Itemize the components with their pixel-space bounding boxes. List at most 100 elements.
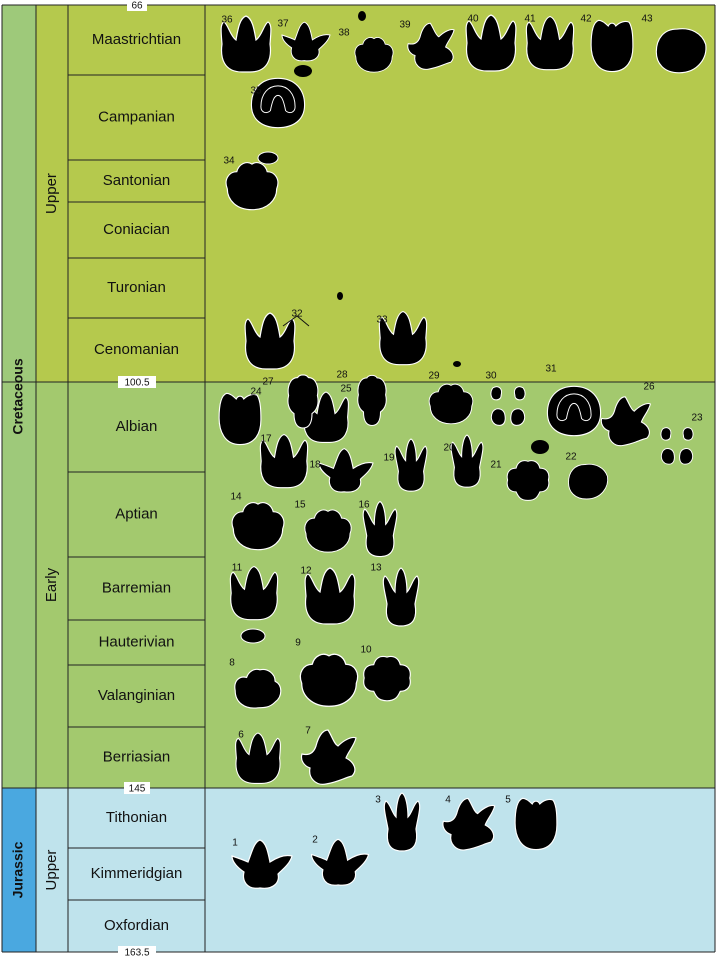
footprint-number: 26 [643, 382, 655, 393]
tridactyl-icon [235, 732, 281, 784]
track-fragment [257, 151, 279, 165]
footprint-number: 16 [358, 500, 370, 511]
period-cell-jurassic [2, 788, 36, 952]
footprint-number: 36 [221, 15, 233, 26]
footprint-outline [490, 386, 526, 426]
stage-label: Santonian [103, 172, 171, 189]
stage-label: Berriasian [103, 748, 171, 765]
footprint-number: 38 [338, 28, 350, 39]
blob-track-icon [568, 463, 609, 500]
irregular-track-icon [442, 797, 496, 851]
period-label: Jurassic [10, 841, 26, 898]
footprint-number: 14 [230, 492, 242, 503]
irregular-track-icon [600, 396, 652, 447]
stage-label: Coniacian [103, 221, 170, 238]
footprint-outline [394, 438, 428, 492]
irregular-track-icon [300, 729, 357, 785]
footprint-outline [229, 565, 279, 621]
footprint-outline [378, 310, 428, 366]
footprint-outline [600, 396, 652, 447]
tridactyl-icon [304, 567, 356, 625]
footprint-outline [590, 19, 634, 73]
tridactyl-icon [229, 565, 279, 621]
boundary-label: 163.5 [124, 948, 149, 959]
footprint-number: 34 [223, 156, 235, 167]
shovel-track-icon [218, 392, 262, 446]
stage-label: Aptian [115, 505, 158, 522]
tridactyl-narrow-icon [394, 438, 428, 492]
footprint-number: 29 [428, 371, 440, 382]
footprint-number: 17 [260, 434, 272, 445]
epoch-label: Early [43, 567, 60, 602]
footprint-number: 7 [305, 726, 311, 737]
footprint-outline [250, 77, 306, 129]
blob-track-icon [655, 28, 707, 74]
track-fragment [531, 440, 549, 454]
stage-label: Valanginian [98, 687, 175, 704]
pes-digits-icon [490, 386, 526, 426]
footprint-number: 20 [443, 443, 455, 454]
footprint-number: 15 [294, 500, 306, 511]
stage-label: Albian [116, 418, 158, 435]
footprint-number: 35 [250, 86, 262, 97]
tridactyl-icon [378, 310, 428, 366]
timescale-labels: Cretaceous Jurassic Upper Early Upper Maastri… [10, 0, 182, 959]
tridactyl-spread-icon [231, 839, 293, 889]
footprint-outline [383, 792, 421, 852]
footprint-number: 42 [580, 14, 592, 25]
band-upper-jurassic [36, 788, 715, 952]
footprint-number: 9 [295, 638, 301, 649]
footprint-number: 11 [232, 563, 243, 574]
footprint-outline [450, 434, 484, 488]
footprint-number: 23 [691, 413, 703, 424]
elongate-track-icon [287, 374, 319, 429]
footprint-number: 22 [565, 452, 577, 463]
footprint-inner-line [260, 85, 296, 114]
footprint-outline [234, 668, 282, 709]
round-track-icon [428, 383, 474, 425]
footprint-number: 3 [375, 795, 381, 806]
stage-label: Cenomanian [94, 341, 179, 358]
footprint-outline [354, 37, 394, 73]
round-track-icon [225, 162, 279, 211]
footprint-number: 24 [250, 387, 262, 398]
round-track-icon [299, 653, 359, 707]
footprint-outline [465, 14, 517, 72]
footprint-number: 32 [291, 309, 303, 320]
footprint-outline [300, 729, 357, 785]
footprint-number: 28 [336, 370, 348, 381]
footprint-number: 12 [300, 566, 312, 577]
tridactyl-narrow-icon [382, 567, 420, 627]
four-lobe-track-icon [363, 655, 411, 702]
footprint-outline [231, 502, 285, 551]
footprint-number: 33 [376, 315, 388, 326]
footprint-number: 27 [262, 377, 274, 388]
footprint-outline [362, 500, 398, 558]
horseshoe-track-icon [250, 77, 306, 129]
footprint-outline [259, 433, 309, 489]
footprint-outline [428, 383, 474, 425]
footprint-outline [235, 732, 281, 784]
footprint-outline [220, 15, 272, 73]
period-cell-cretaceous [2, 5, 36, 788]
tridactyl-narrow-icon [450, 434, 484, 488]
irregular-track-icon [407, 22, 455, 70]
footprint-outline [310, 838, 370, 886]
footprint-outline [506, 460, 550, 501]
footprint-outline [655, 28, 707, 74]
footprint-number: 10 [360, 645, 372, 656]
footprint-number: 5 [505, 795, 511, 806]
boundary-label: 145 [129, 784, 146, 795]
footprint-outline [568, 463, 609, 500]
footprint-outline [318, 448, 374, 493]
footprint-outline [357, 374, 387, 427]
footprint-number: 19 [383, 453, 395, 464]
footprint-outline [363, 655, 411, 702]
footprint-number: 41 [524, 14, 536, 25]
stage-label: Barremian [102, 579, 171, 596]
stage-label: Turonian [107, 279, 166, 296]
round-track-icon [231, 502, 285, 551]
footprint-outline [546, 385, 602, 437]
footprint-number: 4 [445, 795, 451, 806]
